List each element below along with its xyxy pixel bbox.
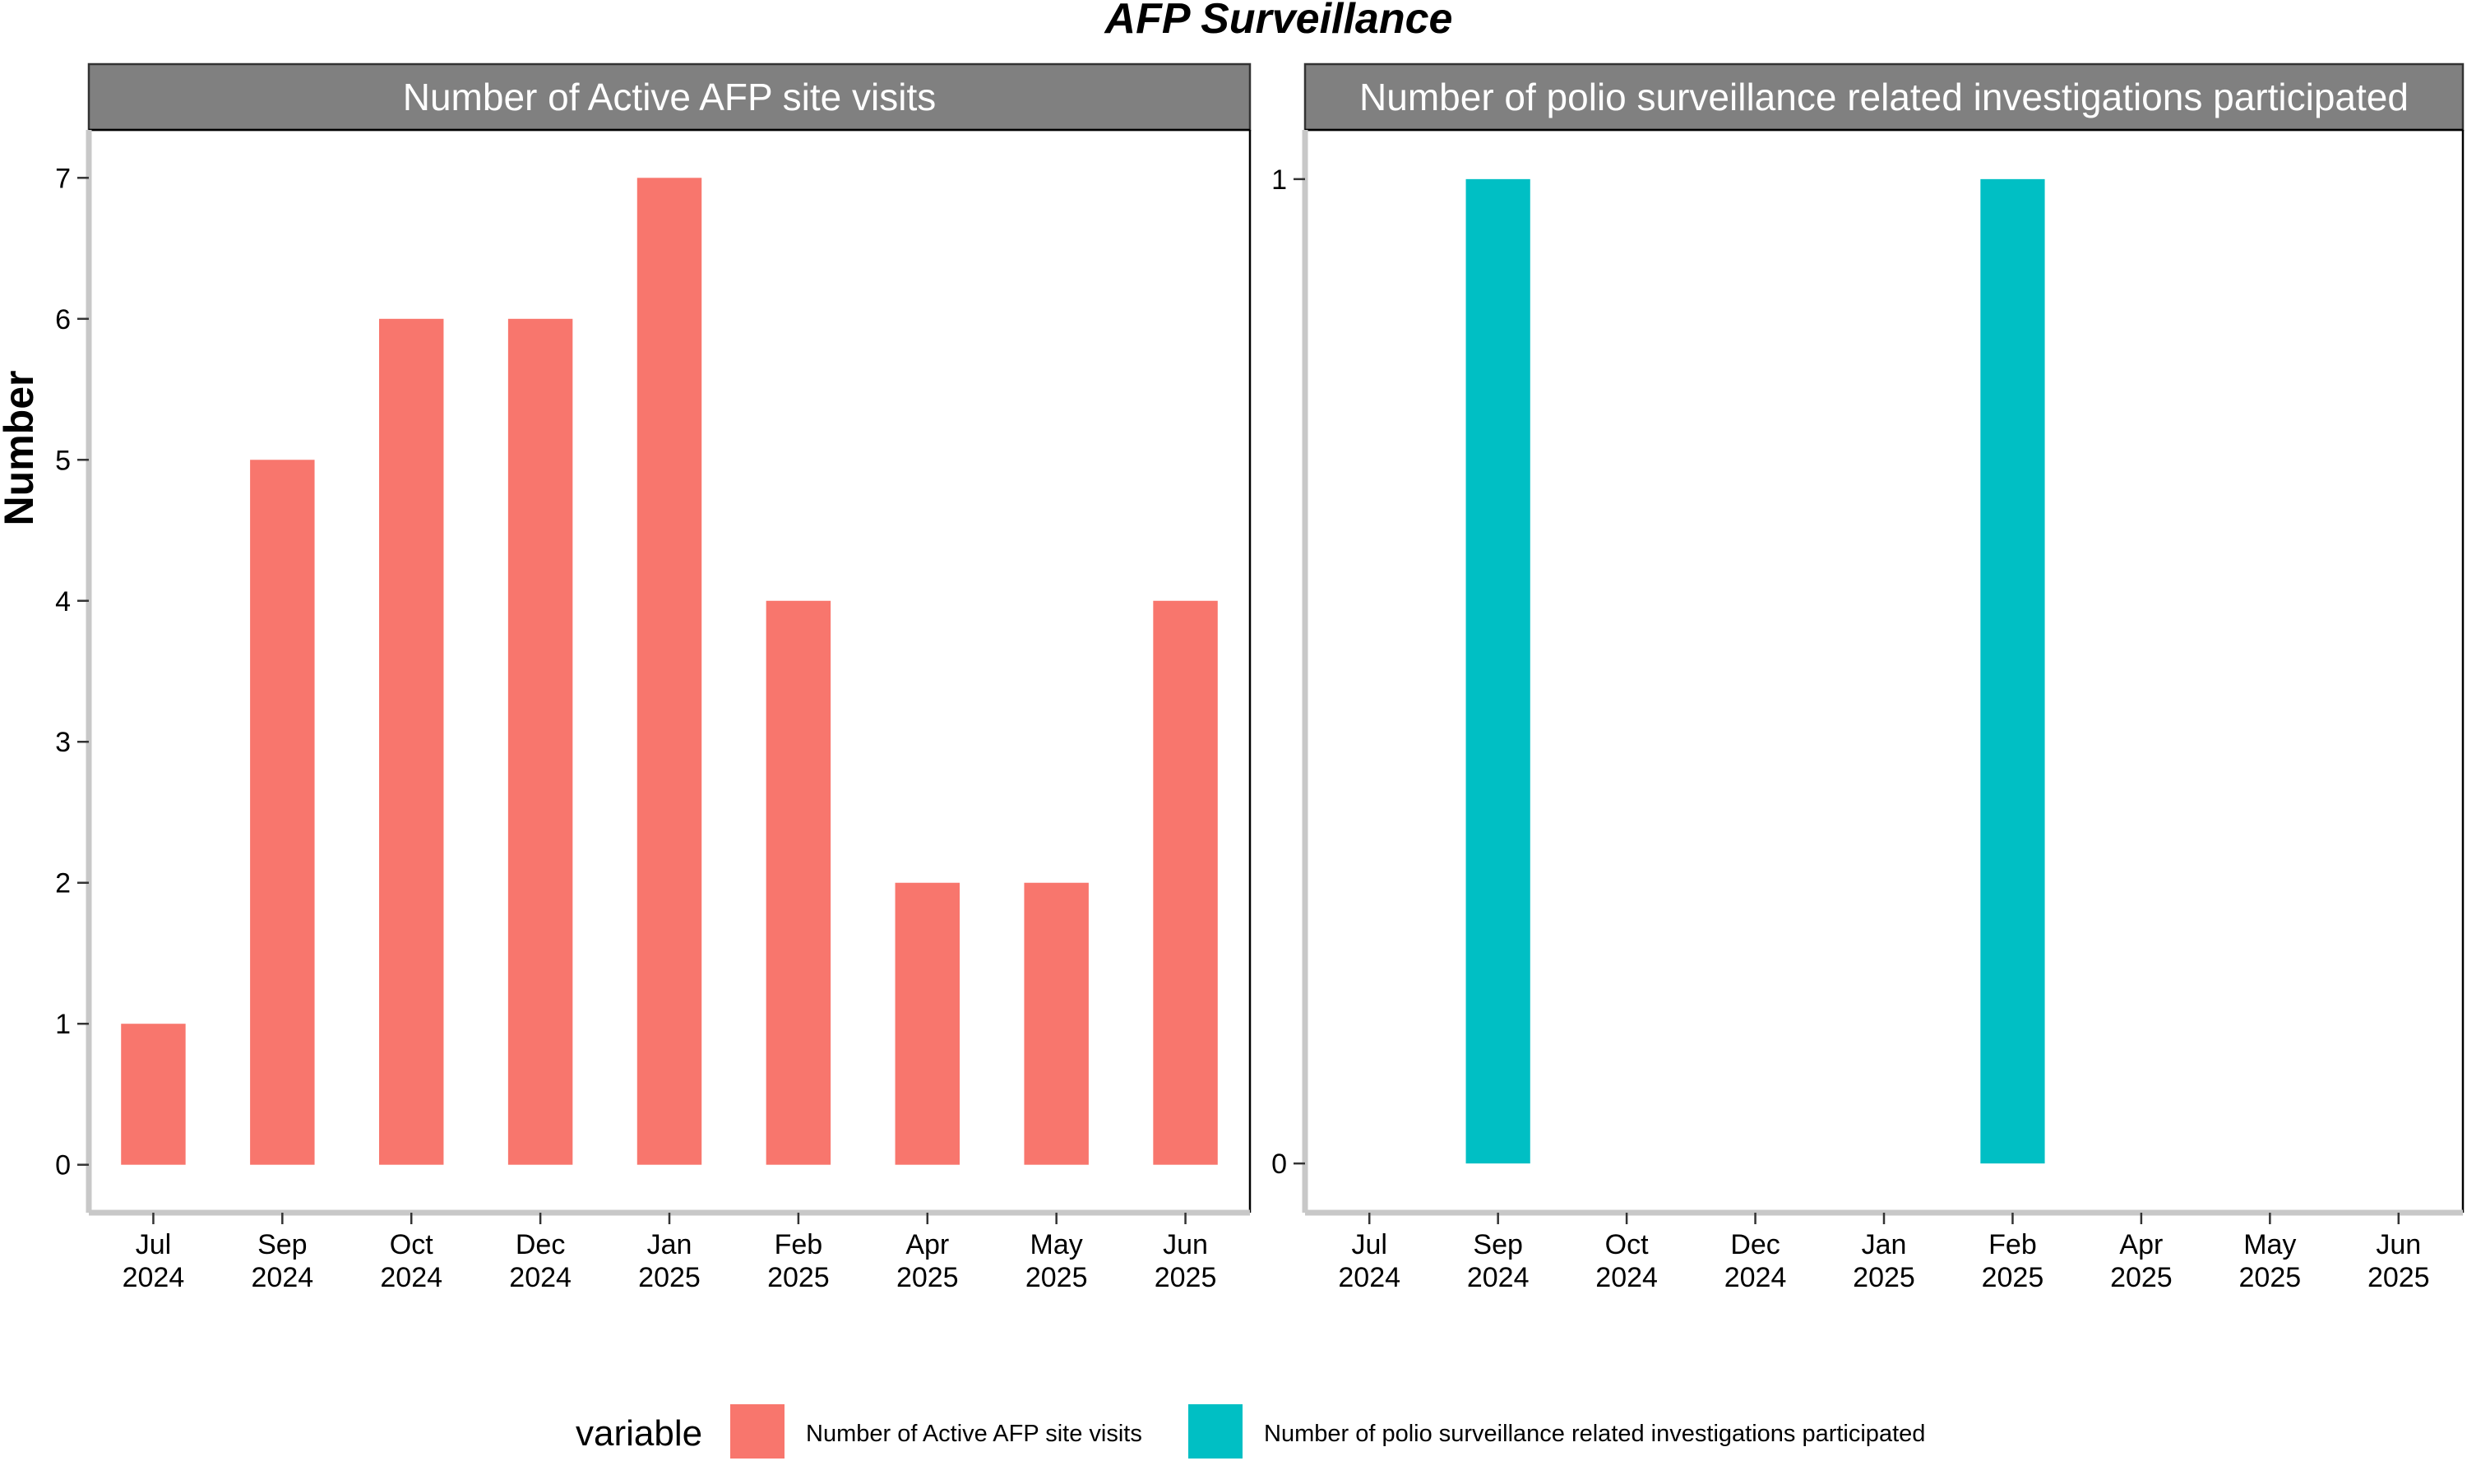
bar <box>121 1024 186 1165</box>
x-tick-label: Sep 2024 <box>252 1229 314 1293</box>
bar <box>1980 178 2045 1164</box>
x-tick-label: Jul 2024 <box>1338 1229 1400 1293</box>
chart-title: AFP Surveillance <box>1104 0 1453 43</box>
x-tick-label: Oct 2024 <box>1595 1229 1658 1293</box>
panel-strip <box>87 62 1252 132</box>
y-tick-label: 3 <box>55 727 71 758</box>
legend-label: Number of polio surveillance related inv… <box>1264 1421 1925 1447</box>
x-tick-label: May 2025 <box>1025 1229 1088 1293</box>
bar <box>507 318 573 1165</box>
legend-key <box>1188 1404 1243 1459</box>
bar <box>1465 178 1530 1164</box>
panel-strip-label: Number of polio surveillance related inv… <box>1359 76 2409 118</box>
x-tick-label: Dec 2024 <box>509 1229 572 1293</box>
x-tick-label: Jul 2024 <box>123 1229 185 1293</box>
x-tick-label: Feb 2025 <box>1982 1229 2044 1293</box>
bar <box>250 460 315 1165</box>
bar <box>379 318 444 1165</box>
legend-title: variable <box>576 1413 702 1454</box>
y-tick-label: 5 <box>55 445 71 476</box>
bar <box>895 882 960 1165</box>
x-tick-label: Jun 2025 <box>2367 1229 2430 1293</box>
panel-2: Number of polio surveillance related inv… <box>1271 62 2465 1293</box>
y-tick-label: 7 <box>55 163 71 194</box>
panels-layer: Number of Active AFP site visits 0 1 2 3 4 5 6 7… <box>55 62 2465 1293</box>
x-tick-label: Jan 2025 <box>1853 1229 1915 1293</box>
panel-strip-label: Number of Active AFP site visits <box>403 76 937 118</box>
panel-1: Number of Active AFP site visits 0 1 2 3 4 5 6 7… <box>55 62 1252 1293</box>
legend-item: Number of polio surveillance related inv… <box>1188 1404 1925 1459</box>
y-tick-label: 4 <box>55 586 71 617</box>
panel-strip <box>1303 62 2465 132</box>
legend-key <box>730 1404 785 1459</box>
y-tick-label: 6 <box>55 304 71 335</box>
x-tick-label: Sep 2024 <box>1467 1229 1530 1293</box>
bar <box>1024 882 1089 1165</box>
x-tick-label: Apr 2025 <box>896 1229 959 1293</box>
legend: variable Number of Active AFP site visits… <box>576 1404 1925 1459</box>
y-tick-label: 0 <box>1271 1149 1287 1180</box>
x-tick-label: Jun 2025 <box>1155 1229 1217 1293</box>
x-tick-label: Apr 2025 <box>2110 1229 2173 1293</box>
bar <box>766 600 831 1165</box>
y-tick-label: 1 <box>1271 164 1287 196</box>
y-axis-label: Number <box>0 371 42 526</box>
x-tick-label: Dec 2024 <box>1724 1229 1787 1293</box>
y-tick-label: 1 <box>55 1009 71 1040</box>
legend-item: Number of Active AFP site visits <box>730 1404 1142 1459</box>
legend-label: Number of Active AFP site visits <box>806 1421 1142 1447</box>
bar <box>636 178 702 1165</box>
bar <box>1153 600 1218 1165</box>
x-tick-label: Oct 2024 <box>380 1229 442 1293</box>
y-tick-label: 2 <box>55 868 71 899</box>
y-tick-label: 0 <box>55 1150 71 1181</box>
x-tick-label: Feb 2025 <box>767 1229 830 1293</box>
x-tick-label: May 2025 <box>2239 1229 2302 1293</box>
x-tick-label: Jan 2025 <box>638 1229 701 1293</box>
